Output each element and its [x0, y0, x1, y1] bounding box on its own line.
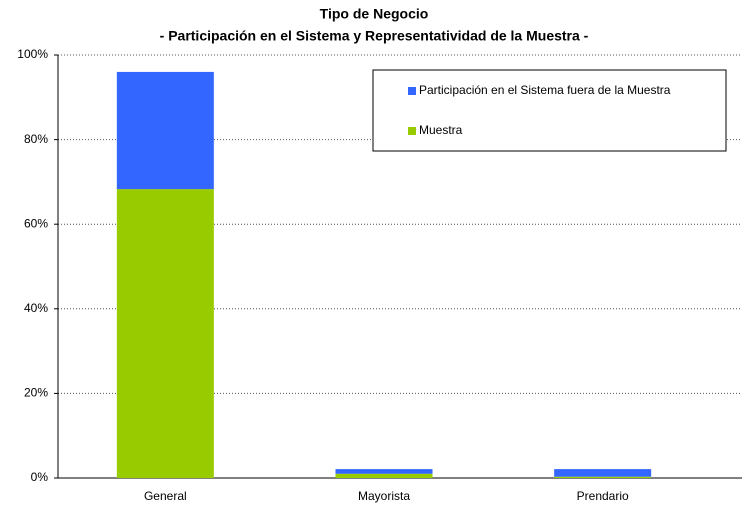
bar-segment [335, 473, 433, 478]
bar-segment [554, 476, 652, 478]
y-tick-label: 100% [17, 47, 48, 61]
y-tick-label: 20% [24, 386, 48, 400]
legend-swatch [408, 127, 416, 135]
y-tick-label: 60% [24, 216, 48, 230]
bar-segment [116, 71, 214, 190]
legend-label: Participación en el Sistema fuera de la … [419, 83, 671, 97]
y-tick-label: 40% [24, 301, 48, 315]
legend-label: Muestra [419, 123, 463, 137]
bar-segment [554, 469, 652, 477]
y-tick-label: 0% [31, 470, 49, 484]
chart-subtitle: - Participación en el Sistema y Represen… [160, 28, 589, 44]
bar-segment [116, 189, 214, 478]
x-tick-label: General [144, 489, 187, 503]
x-tick-label: Mayorista [358, 489, 410, 503]
x-tick-label: Prendario [577, 489, 629, 503]
y-tick-label: 80% [24, 132, 48, 146]
legend-swatch [408, 87, 416, 95]
chart-title: Tipo de Negocio [320, 6, 429, 22]
legend-box [372, 69, 727, 152]
bar-segment [335, 469, 433, 474]
